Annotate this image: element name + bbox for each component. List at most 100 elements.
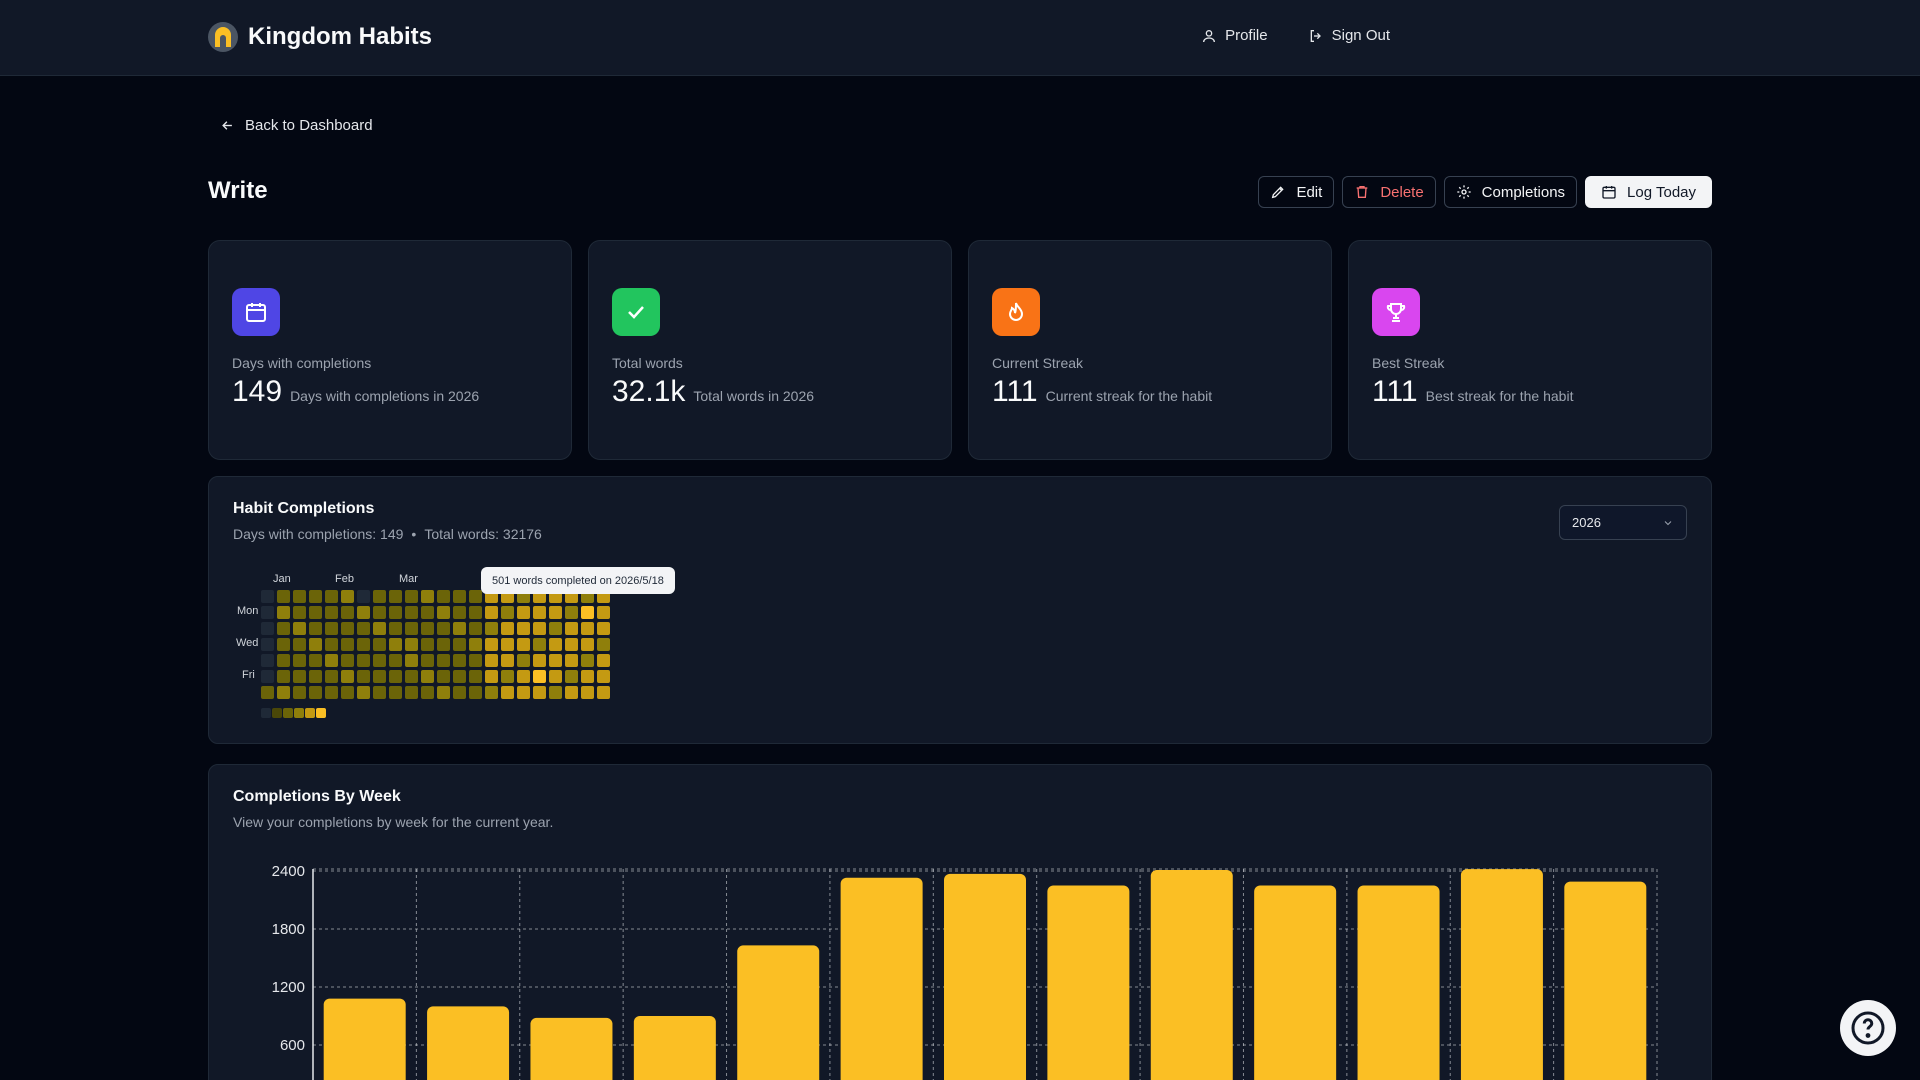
heatmap-cell[interactable] [549,606,562,619]
log-today-button[interactable]: Log Today [1585,176,1712,208]
heatmap-cell[interactable] [453,686,466,699]
heatmap-cell[interactable] [277,654,290,667]
heatmap-cell[interactable] [533,686,546,699]
heatmap-cell[interactable] [405,606,418,619]
heatmap-cell[interactable] [469,654,482,667]
heatmap-cell[interactable] [341,654,354,667]
heatmap-cell[interactable] [437,622,450,635]
heatmap-cell[interactable] [261,670,274,683]
heatmap-cell[interactable] [565,686,578,699]
heatmap-cell[interactable] [293,622,306,635]
heatmap-cell[interactable] [405,590,418,603]
heatmap-cell[interactable] [389,686,402,699]
heatmap-cell[interactable] [549,638,562,651]
heatmap-cell[interactable] [485,622,498,635]
heatmap-cell[interactable] [261,638,274,651]
heatmap-cell[interactable] [373,622,386,635]
heatmap-cell[interactable] [277,686,290,699]
bar-week-2[interactable] [427,1006,510,1080]
heatmap-cell[interactable] [517,638,530,651]
heatmap-cell[interactable] [373,654,386,667]
edit-button[interactable]: Edit [1258,176,1335,208]
heatmap-cell[interactable] [549,670,562,683]
heatmap-cell[interactable] [565,670,578,683]
bar-week-5[interactable] [737,945,820,1080]
heatmap-cell[interactable] [421,606,434,619]
heatmap-cell[interactable] [293,606,306,619]
heatmap-cell[interactable] [261,606,274,619]
heatmap-cell[interactable] [405,670,418,683]
heatmap-cell[interactable] [293,638,306,651]
bar-week-11[interactable] [1357,885,1440,1080]
bar-week-9[interactable] [1150,870,1233,1080]
heatmap-cell[interactable] [357,590,370,603]
heatmap-cell[interactable] [341,606,354,619]
heatmap-cell[interactable] [581,606,594,619]
completions-button[interactable]: Completions [1443,176,1578,208]
heatmap-cell[interactable] [293,654,306,667]
heatmap-cell[interactable] [549,654,562,667]
heatmap-cell[interactable] [325,686,338,699]
delete-button[interactable]: Delete [1342,176,1436,208]
heatmap-cell[interactable] [501,606,514,619]
heatmap-cell[interactable] [373,590,386,603]
heatmap-cell[interactable] [277,606,290,619]
heatmap-cell[interactable] [293,686,306,699]
heatmap-cell[interactable] [453,670,466,683]
heatmap-cell[interactable] [581,622,594,635]
heatmap-cell[interactable] [389,670,402,683]
heatmap-cell[interactable] [421,686,434,699]
heatmap-cell[interactable] [565,622,578,635]
heatmap-cell[interactable] [261,590,274,603]
heatmap-cell[interactable] [453,606,466,619]
heatmap-cell[interactable] [309,654,322,667]
bar-week-13[interactable] [1564,881,1647,1080]
heatmap-cell[interactable] [437,654,450,667]
heatmap-cell[interactable] [565,654,578,667]
heatmap-cell[interactable] [277,670,290,683]
heatmap-cell[interactable] [469,606,482,619]
heatmap-cell[interactable] [501,622,514,635]
heatmap-cell[interactable] [341,590,354,603]
heatmap-cell[interactable] [389,590,402,603]
heatmap-cell[interactable] [389,606,402,619]
heatmap-cell[interactable] [357,654,370,667]
heatmap-cell[interactable] [437,638,450,651]
heatmap-cell[interactable] [517,622,530,635]
heatmap-cell[interactable] [373,638,386,651]
heatmap-cell[interactable] [485,606,498,619]
heatmap-cell[interactable] [389,638,402,651]
heatmap-cell[interactable] [581,686,594,699]
heatmap-cell[interactable] [341,670,354,683]
heatmap-cell[interactable] [373,670,386,683]
heatmap-cell[interactable] [437,590,450,603]
heatmap-cell[interactable] [325,606,338,619]
heatmap-cell[interactable] [357,670,370,683]
heatmap-cell[interactable] [325,590,338,603]
heatmap-cell[interactable] [421,638,434,651]
heatmap-cell[interactable] [533,638,546,651]
heatmap-cell[interactable] [309,670,322,683]
bar-week-1[interactable] [323,998,406,1080]
heatmap-cell[interactable] [533,622,546,635]
heatmap-cell[interactable] [597,606,610,619]
heatmap-cell[interactable] [517,670,530,683]
heatmap-cell[interactable] [533,654,546,667]
heatmap-cell[interactable] [549,622,562,635]
heatmap-cell[interactable] [261,654,274,667]
heatmap-cell[interactable] [277,590,290,603]
heatmap-cell[interactable] [485,654,498,667]
heatmap-cell[interactable] [405,638,418,651]
heatmap-cell[interactable] [421,654,434,667]
heatmap-cell[interactable] [533,606,546,619]
heatmap-cell[interactable] [437,670,450,683]
heatmap-cell[interactable] [453,638,466,651]
heatmap-cell[interactable] [469,590,482,603]
heatmap-cell[interactable] [597,686,610,699]
heatmap-cell[interactable] [565,606,578,619]
heatmap-cell[interactable] [325,654,338,667]
heatmap-cell[interactable] [437,686,450,699]
heatmap-cell[interactable] [389,622,402,635]
heatmap-cell[interactable] [485,670,498,683]
heatmap-cell[interactable] [357,606,370,619]
